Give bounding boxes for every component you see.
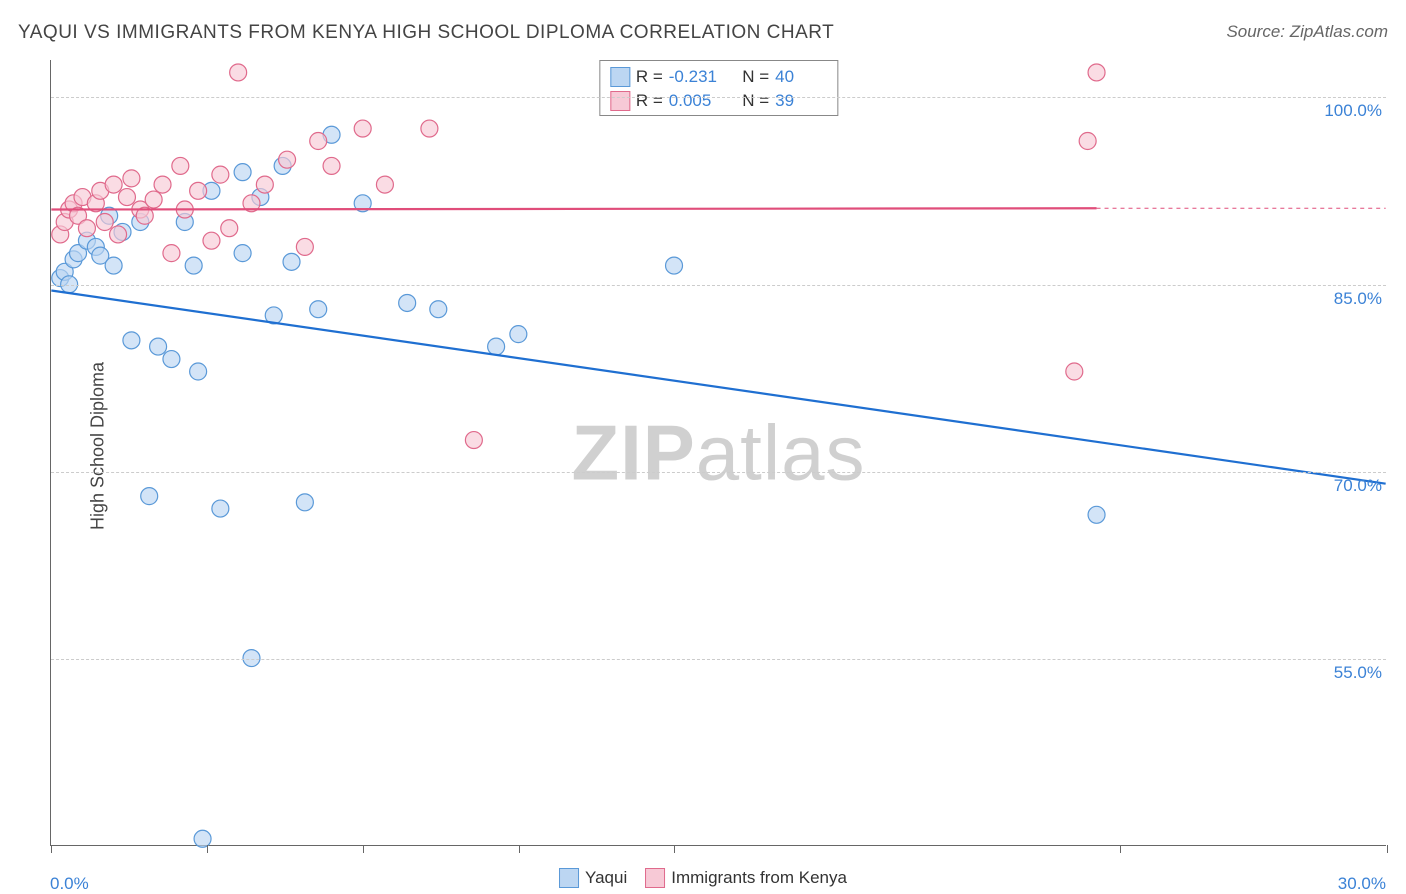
legend-item: Yaqui	[559, 868, 627, 888]
gridline	[51, 285, 1386, 286]
trend-line	[51, 208, 1096, 209]
x-tick	[51, 845, 52, 853]
x-tick	[519, 845, 520, 853]
source-label: Source: ZipAtlas.com	[1226, 22, 1388, 42]
legend-r-key: R =	[636, 65, 663, 89]
x-tick	[1120, 845, 1121, 853]
data-point	[256, 176, 273, 193]
gridline	[51, 97, 1386, 98]
data-point	[110, 226, 127, 243]
data-point	[185, 257, 202, 274]
y-tick-label: 100.0%	[1324, 101, 1382, 121]
data-point	[190, 182, 207, 199]
data-point	[430, 301, 447, 318]
chart-svg	[51, 60, 1386, 845]
y-tick-label: 70.0%	[1334, 476, 1382, 496]
legend-swatch	[645, 868, 665, 888]
data-point	[141, 488, 158, 505]
data-point	[145, 191, 162, 208]
data-point	[1088, 506, 1105, 523]
plot-area: ZIPatlas R =-0.231 N =40R =0.005 N =39 5…	[50, 60, 1386, 846]
legend-n-value: 40	[775, 65, 827, 89]
data-point	[279, 151, 296, 168]
data-point	[666, 257, 683, 274]
gridline	[51, 472, 1386, 473]
data-point	[283, 253, 300, 270]
legend-n-key: N =	[742, 65, 769, 89]
x-tick	[1387, 845, 1388, 853]
data-point	[310, 301, 327, 318]
data-point	[323, 157, 340, 174]
chart-title: YAQUI VS IMMIGRANTS FROM KENYA HIGH SCHO…	[18, 22, 834, 43]
trend-line	[51, 291, 1385, 484]
data-point	[96, 213, 113, 230]
data-point	[234, 245, 251, 262]
legend-swatch	[559, 868, 579, 888]
legend-item: Immigrants from Kenya	[645, 868, 847, 888]
legend-label: Immigrants from Kenya	[671, 868, 847, 888]
legend-swatch	[610, 91, 630, 111]
legend-label: Yaqui	[585, 868, 627, 888]
legend-r-value: 0.005	[669, 89, 721, 113]
data-point	[203, 232, 220, 249]
x-tick	[207, 845, 208, 853]
data-point	[172, 157, 189, 174]
x-tick	[674, 845, 675, 853]
data-point	[123, 170, 140, 187]
data-point	[376, 176, 393, 193]
gridline	[51, 659, 1386, 660]
data-point	[221, 220, 238, 237]
x-min-label: 0.0%	[50, 874, 89, 894]
data-point	[105, 257, 122, 274]
legend-r-key: R =	[636, 89, 663, 113]
data-point	[230, 64, 247, 81]
data-point	[212, 166, 229, 183]
data-point	[421, 120, 438, 137]
data-point	[150, 338, 167, 355]
correlation-legend: R =-0.231 N =40R =0.005 N =39	[599, 60, 838, 116]
data-point	[105, 176, 122, 193]
data-point	[296, 494, 313, 511]
data-point	[465, 432, 482, 449]
data-point	[399, 294, 416, 311]
legend-r-value: -0.231	[669, 65, 721, 89]
data-point	[118, 189, 135, 206]
series-legend: Yaqui Immigrants from Kenya	[559, 868, 847, 888]
data-point	[163, 351, 180, 368]
legend-row: R =-0.231 N =40	[610, 65, 827, 89]
data-point	[163, 245, 180, 262]
data-point	[194, 830, 211, 847]
legend-row: R =0.005 N =39	[610, 89, 827, 113]
data-point	[123, 332, 140, 349]
data-point	[190, 363, 207, 380]
x-tick	[363, 845, 364, 853]
data-point	[1088, 64, 1105, 81]
data-point	[510, 326, 527, 343]
legend-n-value: 39	[775, 89, 827, 113]
data-point	[296, 238, 313, 255]
data-point	[78, 220, 95, 237]
data-point	[354, 120, 371, 137]
legend-n-key: N =	[742, 89, 769, 113]
y-tick-label: 85.0%	[1334, 289, 1382, 309]
data-point	[234, 164, 251, 181]
x-max-label: 30.0%	[1338, 874, 1386, 894]
data-point	[212, 500, 229, 517]
data-point	[1079, 133, 1096, 150]
data-point	[154, 176, 171, 193]
data-point	[310, 133, 327, 150]
data-point	[488, 338, 505, 355]
legend-swatch	[610, 67, 630, 87]
y-tick-label: 55.0%	[1334, 663, 1382, 683]
data-point	[1066, 363, 1083, 380]
